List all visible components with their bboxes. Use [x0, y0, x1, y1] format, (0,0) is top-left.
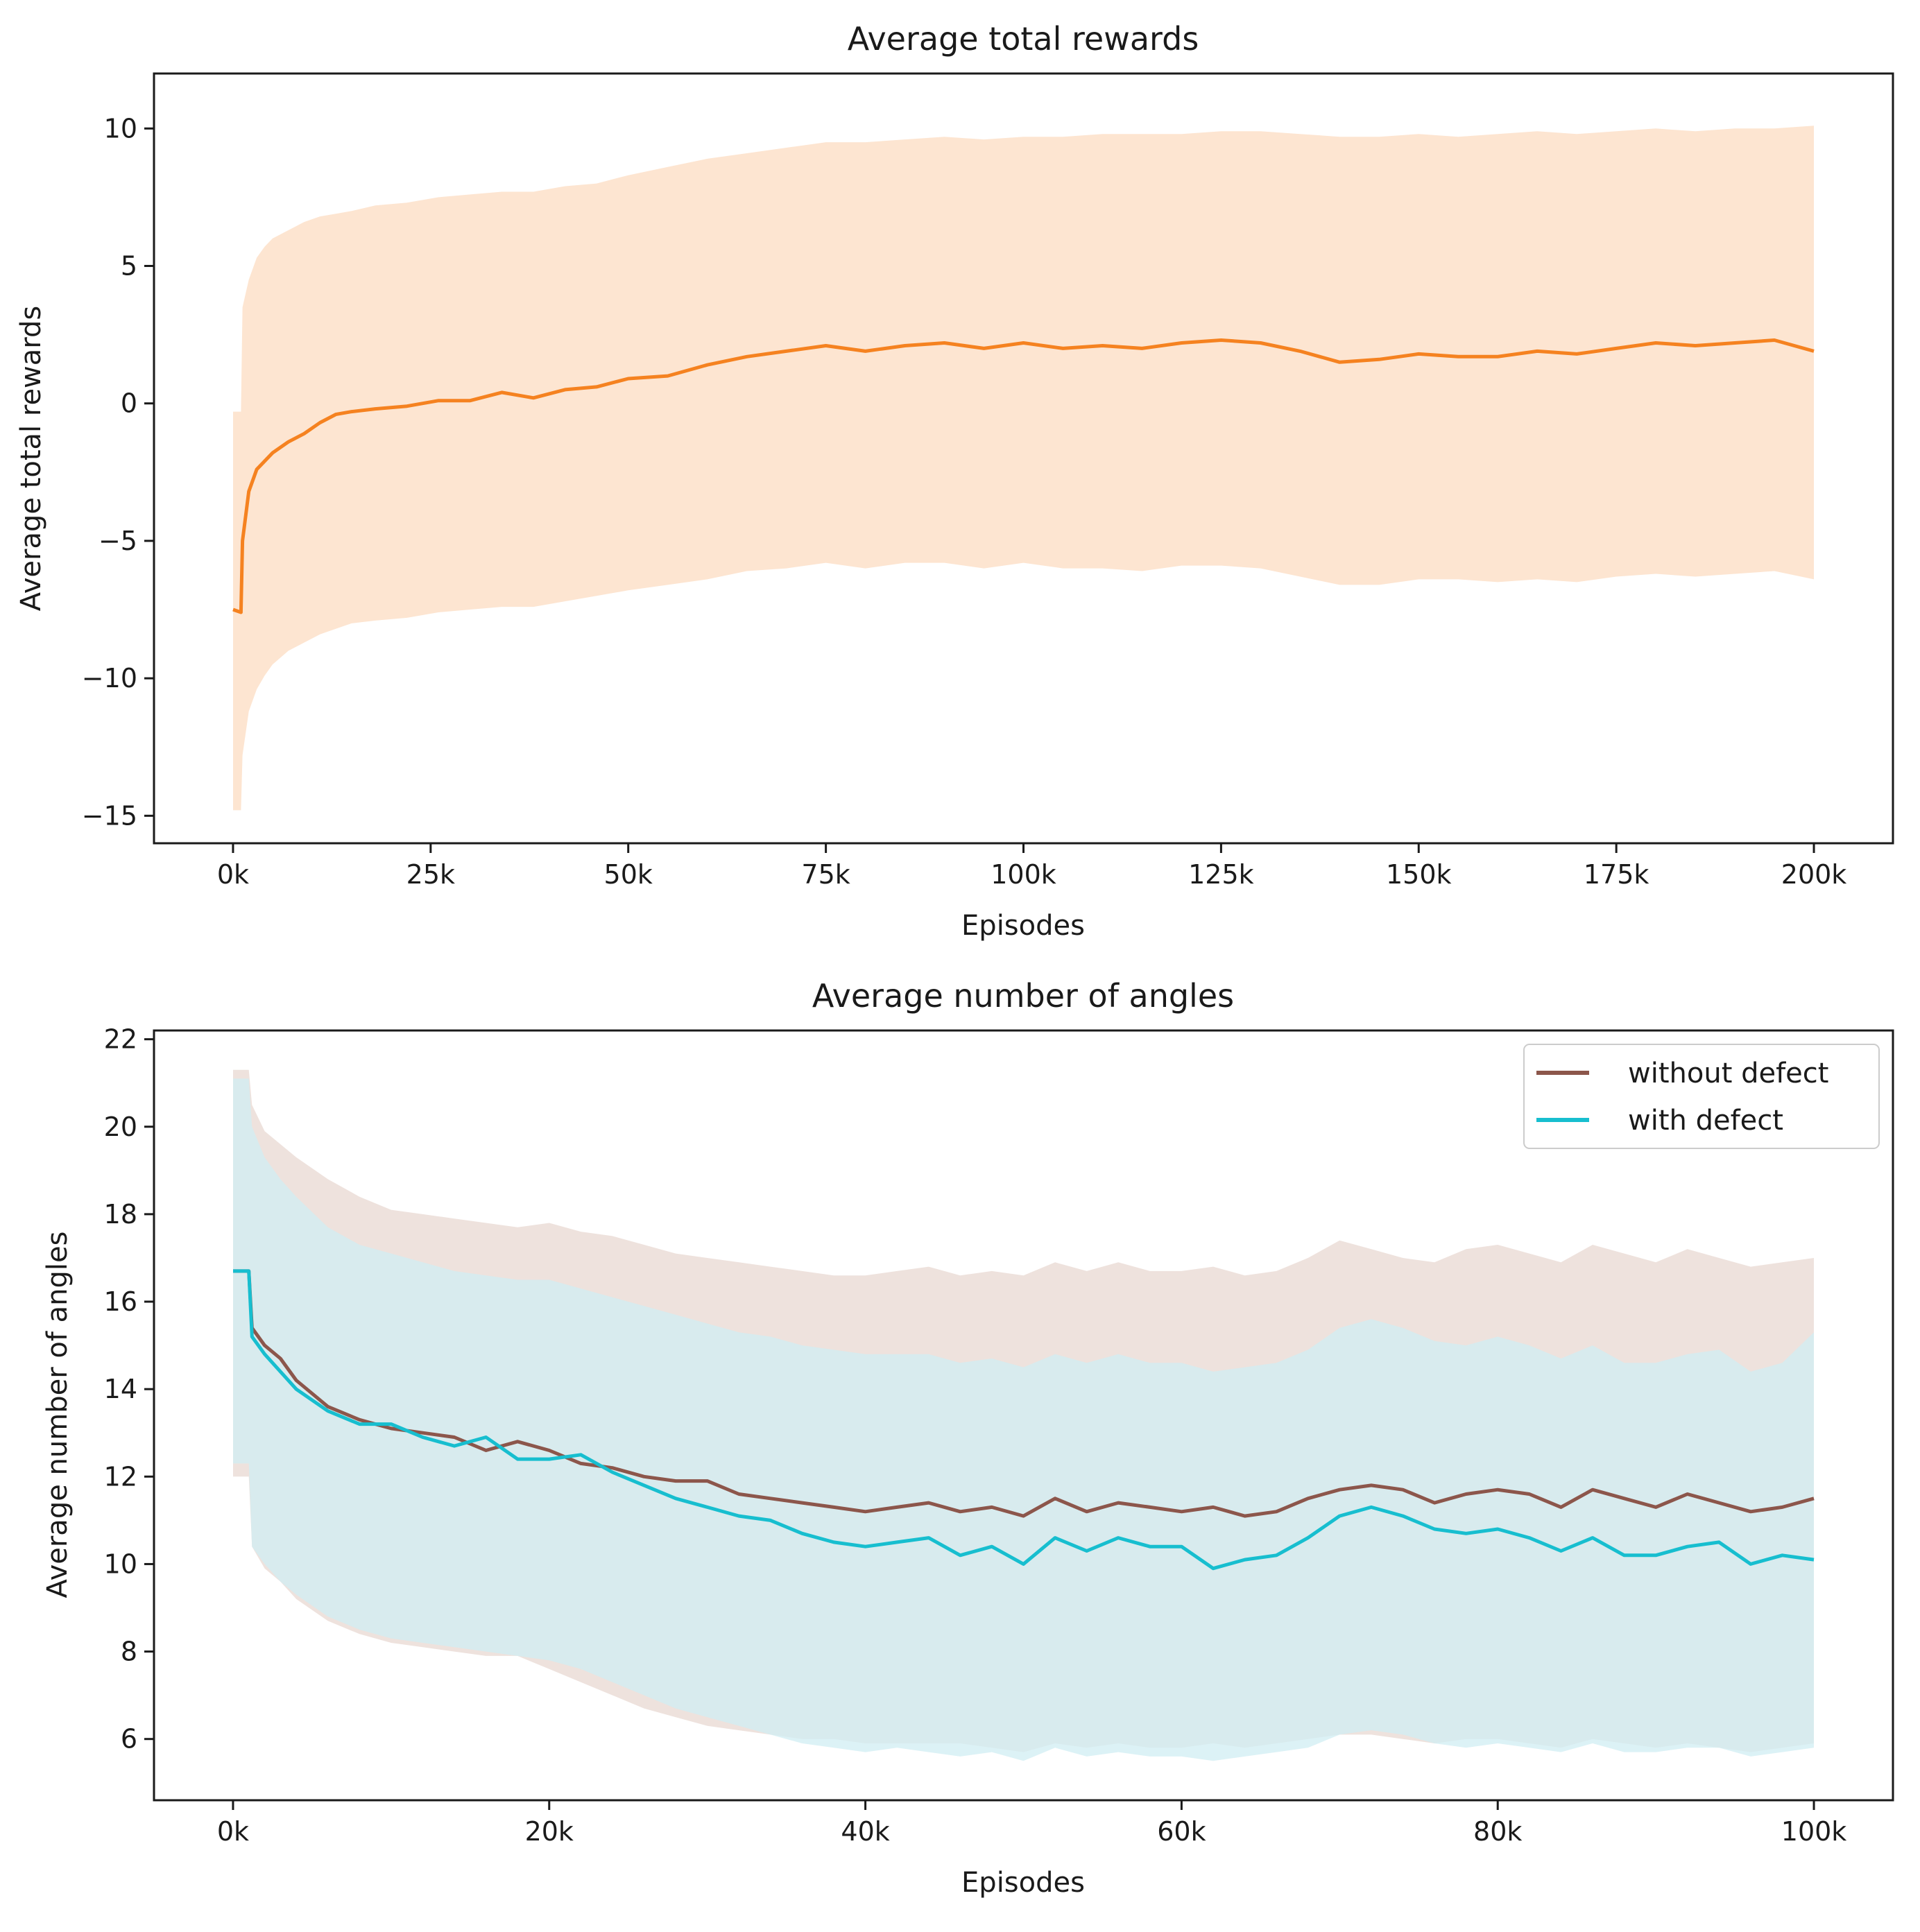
y-axis-label: Average total rewards: [15, 306, 47, 612]
y-tick-label: 18: [104, 1199, 137, 1230]
x-tick-label: 25k: [406, 859, 455, 890]
x-tick-label: 150k: [1386, 859, 1452, 890]
y-tick-label: 10: [104, 1549, 137, 1579]
plot-area: [232, 126, 1815, 811]
y-tick-label: 0: [121, 388, 137, 419]
x-tick-label: 175k: [1584, 859, 1649, 890]
axes-frame: [153, 72, 1894, 845]
x-tick-label: 20k: [525, 1816, 574, 1847]
axis-ticks: 0k 25k 50k 75k 100k 125k 150k 175k 200k −15 −10 −5 0…: [82, 113, 1847, 890]
chart-average-total-rewards: Average total rewards 0k 25k 50k 75k 100k 125…: [15, 20, 1894, 942]
x-tick-label: 80k: [1473, 1816, 1522, 1847]
series-line-0: [233, 1269, 1815, 1518]
series-line-1: [233, 1269, 1815, 1571]
x-tick-label: 100k: [991, 859, 1056, 890]
y-tick-label: 14: [104, 1374, 137, 1404]
axis-ticks: 0k 20k 40k 60k 80k 100k 6 8 10 12 14 16 18 20 22: [104, 1024, 1847, 1847]
x-tick-label: 100k: [1781, 1816, 1847, 1847]
confidence-band-0: [233, 126, 1814, 811]
x-tick-label: 60k: [1157, 1816, 1206, 1847]
y-tick-label: −5: [98, 526, 137, 556]
axes-frame: [153, 1029, 1894, 1802]
legend-label-without-defect: without defect: [1628, 1058, 1828, 1089]
y-tick-label: 12: [104, 1461, 137, 1492]
x-tick-label: 40k: [841, 1816, 889, 1847]
series-line-0: [232, 338, 1815, 614]
x-axis-label: Episodes: [961, 910, 1085, 942]
x-tick-label: 200k: [1781, 859, 1847, 890]
y-tick-label: 8: [121, 1637, 137, 1667]
plot-area: [233, 1069, 1815, 1761]
chart-average-number-of-angles: Average number of angles 0k 20k 40k 60k 80k 1…: [42, 977, 1894, 1899]
confidence-band-1: [233, 1078, 1814, 1761]
x-tick-label: 0k: [217, 859, 249, 890]
y-tick-label: −10: [82, 663, 137, 693]
chart-title: Average total rewards: [848, 20, 1199, 58]
legend-label-with-defect: with defect: [1628, 1105, 1783, 1137]
y-tick-label: −15: [82, 800, 137, 831]
legend-frame: [1523, 1044, 1880, 1149]
y-tick-label: 10: [104, 113, 137, 144]
x-axis-label: Episodes: [961, 1867, 1085, 1899]
chart-title: Average number of angles: [812, 977, 1234, 1015]
x-tick-label: 125k: [1188, 859, 1254, 890]
y-tick-label: 22: [104, 1024, 137, 1055]
y-tick-label: 6: [121, 1724, 137, 1754]
legend: without defect with defect: [1523, 1044, 1880, 1149]
x-tick-label: 75k: [801, 859, 850, 890]
x-tick-label: 50k: [604, 859, 653, 890]
y-axis-label: Average number of angles: [42, 1232, 74, 1598]
y-tick-label: 5: [121, 251, 137, 282]
x-tick-label: 0k: [217, 1816, 249, 1847]
y-tick-label: 20: [104, 1112, 137, 1142]
y-tick-label: 16: [104, 1286, 137, 1317]
